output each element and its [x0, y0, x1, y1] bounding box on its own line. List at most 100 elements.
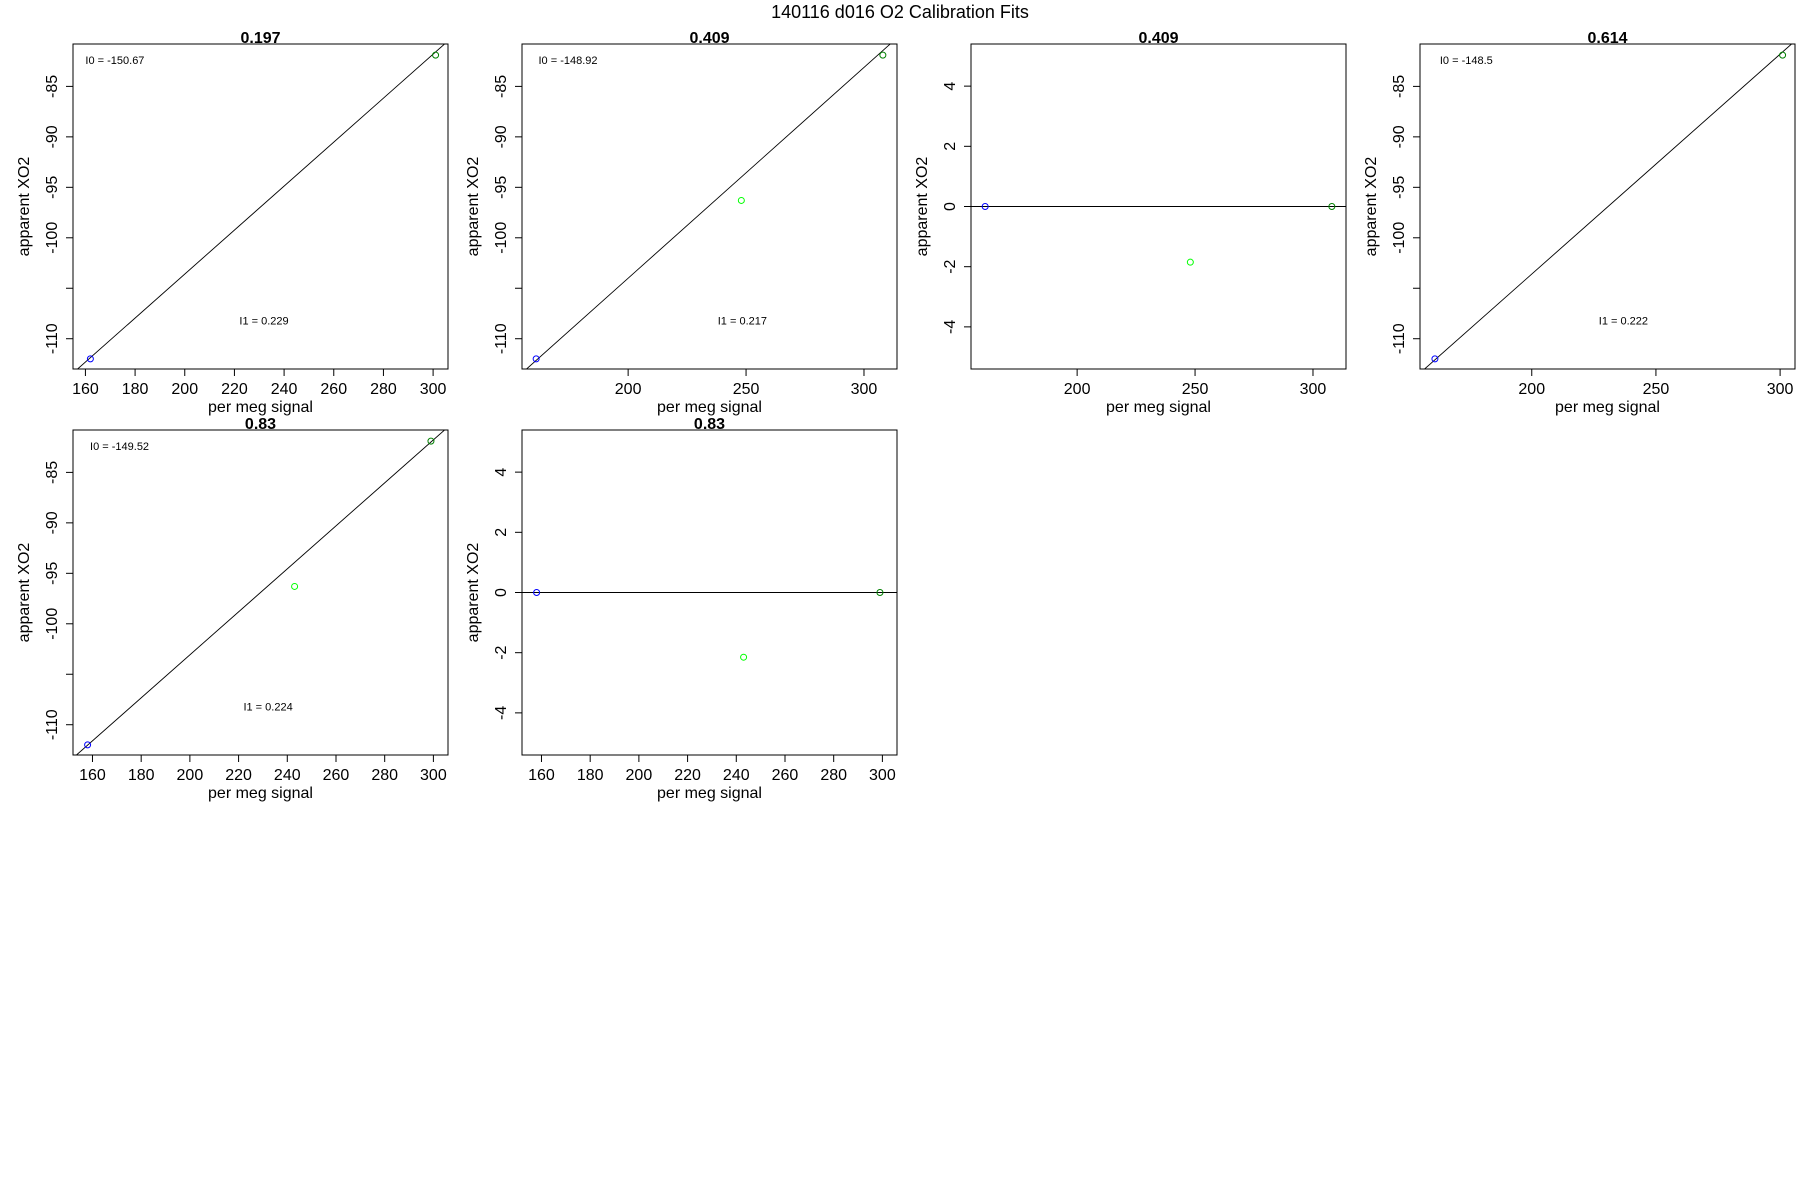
data-point: [427, 437, 435, 445]
panel-3: 0.409 200 250 300 per meg signal -4 -2 0 2 4 appar…: [914, 30, 1347, 416]
data-point: [740, 653, 748, 661]
x-tick-label: 200: [1518, 381, 1545, 398]
fit-line: [76, 44, 446, 369]
data-point: [532, 355, 540, 363]
x-tick-label: 180: [122, 381, 149, 398]
x-tick-label: 250: [733, 381, 760, 398]
data-point: [86, 355, 94, 363]
x-tick-label: 300: [420, 381, 447, 398]
x-tick-label: 220: [221, 381, 248, 398]
plot-frame: [72, 43, 449, 370]
plot-frame: [1419, 43, 1796, 370]
x-tick-label: 280: [820, 767, 847, 784]
y-tick-label: -85: [44, 75, 61, 98]
x-tick-label: 260: [772, 767, 799, 784]
x-axis-label: per meg signal: [1106, 399, 1211, 416]
y-tick-label: -85: [1391, 75, 1408, 98]
y-tick-label: -95: [44, 176, 61, 199]
y-tick-label: -90: [44, 511, 61, 534]
x-tick-label: 260: [323, 767, 350, 784]
x-axis-label: per meg signal: [208, 399, 313, 416]
y-tick-label: 4: [942, 82, 959, 91]
x-tick-label: 300: [851, 381, 878, 398]
x-tick-label: 160: [79, 767, 106, 784]
panel-title: 0.409: [689, 30, 729, 47]
y-axis-label: apparent XO2: [16, 543, 33, 643]
y-tick-label: 2: [942, 142, 959, 151]
y-tick-label: -100: [44, 222, 61, 254]
fit-annotation: I0 = -148.5: [1440, 55, 1493, 67]
y-axis-label: apparent XO2: [16, 157, 33, 257]
x-tick-label: 180: [128, 767, 155, 784]
x-tick-label: 300: [869, 767, 896, 784]
x-tick-label: 200: [1064, 381, 1091, 398]
x-tick-label: 200: [626, 767, 653, 784]
y-tick-label: 4: [493, 468, 510, 477]
panel-5: 0.83 160 180 200 220 240 260 280 300 per meg sign…: [16, 416, 449, 802]
x-tick-label: 240: [274, 767, 301, 784]
y-tick-label: -95: [1391, 176, 1408, 199]
panel-title: 0.614: [1587, 30, 1627, 47]
y-tick-label: -85: [493, 75, 510, 98]
panel-title: 0.409: [1138, 30, 1178, 47]
data-point: [84, 741, 92, 749]
x-tick-label: 280: [371, 767, 398, 784]
data-point: [981, 203, 989, 210]
fit-annotation: I0 = -150.67: [85, 55, 144, 67]
panel-title: 0.197: [240, 30, 280, 47]
y-tick-label: -110: [493, 323, 510, 354]
x-tick-label: 160: [72, 381, 99, 398]
panel-2: 0.409 200 250 300 per meg signal -110 -100 -95 -…: [465, 30, 898, 416]
data-point: [876, 589, 884, 596]
x-tick-label: 300: [420, 767, 447, 784]
x-tick-label: 160: [528, 767, 555, 784]
plot-frame: [72, 429, 449, 756]
panel-4: 0.614 200 250 300 per meg signal -110 -100 -95 -…: [1363, 30, 1796, 416]
fit-line: [75, 430, 446, 755]
x-tick-label: 220: [225, 767, 252, 784]
y-tick-label: -2: [493, 645, 510, 659]
y-tick-label: -100: [1391, 222, 1408, 254]
y-tick-label: -2: [942, 259, 959, 273]
x-tick-label: 200: [171, 381, 198, 398]
y-axis-label: apparent XO2: [914, 157, 931, 257]
y-axis-label: apparent XO2: [1363, 157, 1380, 257]
data-point: [1186, 258, 1194, 266]
y-tick-label: -95: [44, 562, 61, 585]
y-tick-label: -110: [44, 709, 61, 740]
y-tick-label: -4: [493, 706, 510, 720]
y-tick-label: -110: [1391, 323, 1408, 354]
plot-frame: [521, 43, 898, 370]
y-tick-label: 0: [942, 202, 959, 211]
fit-annotation: I0 = -148.92: [539, 55, 598, 67]
y-tick-label: 0: [493, 588, 510, 597]
x-tick-label: 260: [320, 381, 347, 398]
x-axis-label: per meg signal: [657, 785, 762, 802]
y-axis-label: apparent XO2: [465, 157, 482, 257]
data-point: [1431, 355, 1439, 363]
y-tick-label: -4: [942, 320, 959, 334]
fit-line: [525, 44, 891, 369]
x-tick-label: 250: [1643, 381, 1670, 398]
y-axis-label: apparent XO2: [465, 543, 482, 643]
data-point: [432, 51, 440, 59]
figure-title: 140116 d016 O2 Calibration Fits: [771, 2, 1029, 22]
data-point: [879, 51, 887, 59]
fit-annotation: I1 = 0.224: [243, 702, 292, 714]
x-tick-label: 300: [1767, 381, 1794, 398]
x-axis-label: per meg signal: [1555, 399, 1660, 416]
data-point: [1328, 203, 1336, 210]
x-tick-label: 200: [177, 767, 204, 784]
y-tick-label: -100: [493, 222, 510, 254]
y-tick-label: -90: [44, 125, 61, 148]
data-point: [737, 196, 745, 204]
x-tick-label: 280: [370, 381, 397, 398]
y-tick-label: -100: [44, 608, 61, 640]
x-tick-label: 250: [1182, 381, 1209, 398]
panel-1: 0.197 160 180 200 220 240 260 280 300 per meg sig…: [16, 30, 449, 416]
y-tick-label: 2: [493, 528, 510, 537]
y-tick-label: -110: [44, 323, 61, 354]
x-axis-label: per meg signal: [208, 785, 313, 802]
